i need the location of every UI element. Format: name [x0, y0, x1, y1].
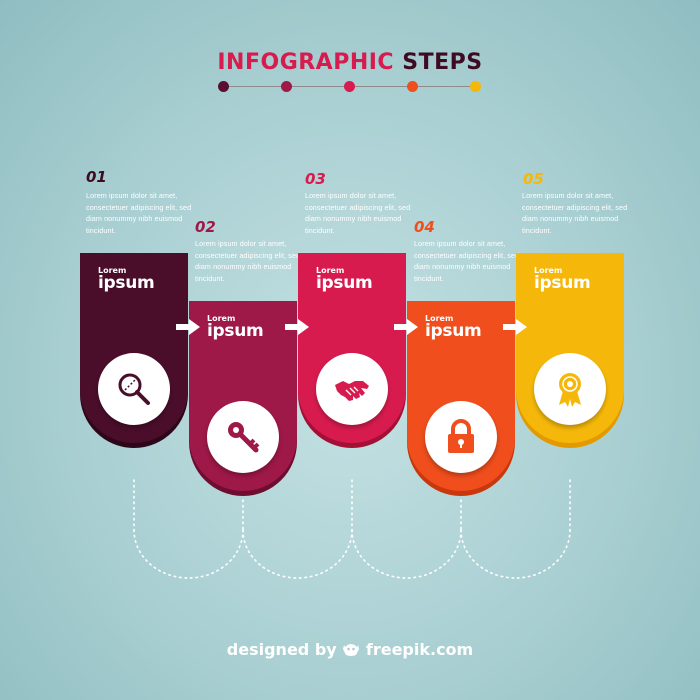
step-3-number: 03	[305, 170, 326, 188]
step-3-label-big: ipsum	[316, 273, 373, 293]
step-4-label-small: Lorem	[425, 314, 454, 323]
step-2-number: 02	[195, 218, 216, 236]
title-part2: STEPS	[402, 50, 483, 75]
step-4-number: 04	[414, 218, 435, 236]
key-icon	[228, 422, 260, 453]
arrow-right-icon	[176, 319, 200, 335]
magnifier-icon	[118, 373, 150, 405]
step-5-icon-circle	[534, 353, 606, 425]
step-5-label-small: Lorem	[534, 266, 563, 275]
step-3-description: Lorem ipsum dolor sit amet, consectetuer…	[305, 191, 411, 235]
freepik-credit: designed by freepik.com	[0, 640, 700, 659]
step-1-number: 01	[86, 168, 107, 186]
step-5-label-big: ipsum	[534, 273, 591, 293]
step-2-label-small: Lorem	[207, 314, 236, 323]
step-2-label-big: ipsum	[207, 321, 264, 341]
arrow-right-icon	[503, 319, 527, 335]
step-1-label-small: Lorem	[98, 266, 127, 275]
step-1-icon-circle	[98, 353, 170, 425]
title-dot-1	[218, 81, 229, 92]
credit-prefix: designed by	[226, 640, 337, 659]
title-dot-5	[470, 81, 481, 92]
step-5-description: Lorem ipsum dolor sit amet, consectetuer…	[522, 191, 628, 235]
step-3-tab: Lorem ipsum	[298, 253, 406, 443]
title-part1: INFOGRAPHIC	[217, 50, 395, 75]
step-4-icon-circle	[425, 401, 497, 473]
title-dot-line	[218, 80, 482, 94]
step-3-label-small: Lorem	[316, 266, 345, 275]
step-4-label-big: ipsum	[425, 321, 482, 341]
step-2-tab: Lorem ipsum	[189, 301, 297, 491]
handshake-icon	[335, 381, 369, 401]
step-4-tab: Lorem ipsum	[407, 301, 515, 491]
step-5-tab: Lorem ipsum	[516, 253, 624, 443]
award-ribbon-icon	[559, 373, 581, 407]
step-1-tab: Lorem ipsum	[80, 253, 188, 443]
step-3-icon-circle	[316, 353, 388, 425]
step-2-icon-circle	[207, 401, 279, 473]
step-1-label-big: ipsum	[98, 273, 155, 293]
arrow-right-icon	[394, 319, 418, 335]
title-dot-3	[344, 81, 355, 92]
infographic-title: INFOGRAPHIC STEPS	[0, 50, 700, 75]
arrow-right-icon	[285, 319, 309, 335]
freepik-logo-icon	[343, 644, 360, 656]
step-1-description: Lorem ipsum dolor sit amet, consectetuer…	[86, 191, 192, 235]
title-dot-4	[407, 81, 418, 92]
credit-brand: freepik.com	[365, 640, 474, 659]
dotted-connector-arcs	[133, 479, 571, 579]
padlock-icon	[448, 419, 474, 453]
step-4-description: Lorem ipsum dolor sit amet, consectetuer…	[414, 239, 520, 283]
step-2-description: Lorem ipsum dolor sit amet, consectetuer…	[195, 239, 301, 283]
step-5-number: 05	[523, 170, 544, 188]
title-dot-2	[281, 81, 292, 92]
